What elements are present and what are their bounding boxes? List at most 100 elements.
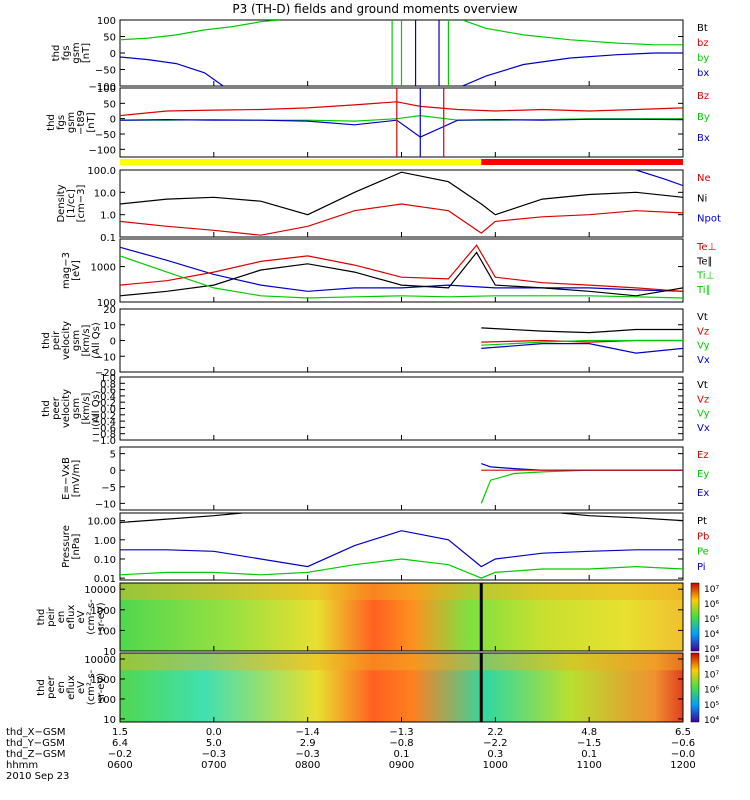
series-Pi [120, 530, 683, 568]
y-axis-label: [km/s] [81, 392, 92, 424]
legend-label: Te∥ [696, 256, 713, 267]
x-axis-row-value: 2.2 [487, 727, 503, 738]
y-tick-label: −100 [89, 145, 116, 156]
y-axis-label: gsm [71, 330, 82, 351]
x-axis-row-value: 6.4 [112, 738, 128, 749]
y-tick-label: −1.0 [92, 436, 116, 447]
series-Ni [120, 171, 683, 216]
legend-label: Ez [697, 450, 709, 461]
series-Vt [481, 327, 683, 334]
x-axis-row-value: −0.2 [108, 749, 132, 760]
spectrogram-high-band [120, 653, 683, 671]
plot-title: P3 (TH-D) fields and ground moments over… [232, 2, 518, 16]
legend-label: Bx [697, 133, 710, 144]
spectrogram-high-band [120, 583, 683, 600]
x-axis-row-value: 0700 [201, 760, 226, 771]
y-axis-label: [nT] [86, 112, 97, 132]
x-axis-row-value: 0900 [389, 760, 414, 771]
x-axis-row-value: 2.9 [300, 738, 316, 749]
legend-label: Vx [697, 423, 710, 434]
panel-frame [119, 446, 684, 511]
x-axis-date: 2010 Sep 23 [6, 771, 69, 782]
legend-label: Vt [697, 312, 708, 323]
colorbar-tick-label: 10⁶ [704, 600, 719, 610]
y-tick-label: 0.6 [100, 386, 116, 397]
y-axis-label: en [56, 611, 67, 624]
y-tick-label: 20 [103, 305, 116, 316]
y-axis-label: mag−3 [61, 252, 72, 289]
y-tick-label: −0.8 [92, 430, 116, 441]
colorbar-tick-label: 10⁵ [704, 615, 719, 625]
y-tick-label: −100 [89, 82, 116, 93]
y-tick-label: 0 [110, 337, 116, 348]
y-axis-label: Pressure [61, 525, 72, 568]
panel-5 [119, 308, 684, 373]
panel-7 [119, 446, 684, 511]
x-axis-row-value: −0.3 [296, 749, 320, 760]
y-tick-label: 0.1 [100, 233, 116, 244]
y-axis-label: velocity [61, 389, 72, 428]
x-axis-row-value: −0.8 [389, 738, 413, 749]
y-tick-label: 100 [97, 84, 116, 95]
y-tick-label: 10000 [84, 585, 116, 596]
colorbar-tick-label: 10⁷ [704, 670, 719, 680]
colorbar-tick-label: 10³ [704, 645, 719, 655]
colorbar-tick-label: 10⁴ [704, 630, 719, 640]
y-axis-label: fgs [56, 115, 67, 130]
legend-label: Pt [697, 516, 707, 527]
series-Ti⊥ [120, 246, 683, 292]
panel-4 [119, 238, 684, 303]
legend-label: Pe [697, 547, 709, 558]
x-axis-row-value: −1.4 [296, 727, 320, 738]
y-tick-label: 0.01 [94, 574, 116, 585]
y-axis-label: (cm²-s- [86, 669, 97, 705]
x-axis-row-value: 0.1 [394, 749, 410, 760]
y-tick-label: 100 [97, 298, 116, 309]
x-axis-row-value: 0.1 [581, 749, 597, 760]
y-axis-label: thd [36, 609, 47, 626]
series-Ex [481, 463, 683, 471]
legend-label: Npot [697, 214, 721, 225]
legend-label: Vy [697, 409, 710, 420]
x-axis-row-label: thd_Z−GSM [6, 749, 66, 760]
panel-3 [119, 169, 684, 238]
y-axis-label: (All Qs) [91, 322, 102, 359]
series-Ne [120, 203, 683, 236]
y-tick-label: −10 [95, 499, 116, 510]
legend-label: Pi [697, 562, 706, 573]
y-axis-label: gsm [71, 42, 82, 63]
y-tick-label: 0.4 [100, 392, 116, 403]
y-axis-label: Density [56, 184, 67, 222]
panel-9 [119, 582, 700, 652]
y-tick-label: 10 [103, 321, 116, 332]
y-tick-label: −10 [95, 352, 116, 363]
y-axis-label: thd [41, 332, 52, 349]
y-tick-label: 0 [110, 49, 116, 60]
y-axis-label: −t89 [76, 110, 87, 135]
panel-frame [119, 512, 684, 581]
y-axis-label: [mV/m] [71, 460, 82, 498]
x-axis-row-value: −0.0 [671, 749, 695, 760]
y-tick-label: 100 [97, 16, 116, 27]
series-by [462, 20, 683, 46]
series-bx [462, 52, 683, 86]
legend-label: Te⊥ [696, 242, 716, 253]
y-tick-label: −50 [95, 130, 116, 141]
legend-label: Ne [697, 173, 711, 184]
mode-bar-slow [120, 159, 482, 165]
y-axis-label: E=−VxB [61, 457, 72, 500]
colorbar [690, 652, 700, 723]
y-tick-label: 10.00 [87, 517, 116, 528]
y-axis-label: en [56, 681, 67, 694]
panel-frame [119, 87, 684, 158]
y-tick-label: 1.0 [100, 373, 116, 384]
series-Npot [635, 170, 683, 187]
y-tick-label: 1000 [91, 675, 116, 686]
series-Vx [481, 343, 683, 354]
y-axis-label: thd [51, 45, 62, 62]
mode-bar-fast [481, 159, 683, 165]
panel-2 [119, 87, 684, 158]
y-axis-label: eflux [66, 605, 77, 630]
y-tick-label: −0.2 [92, 411, 116, 422]
